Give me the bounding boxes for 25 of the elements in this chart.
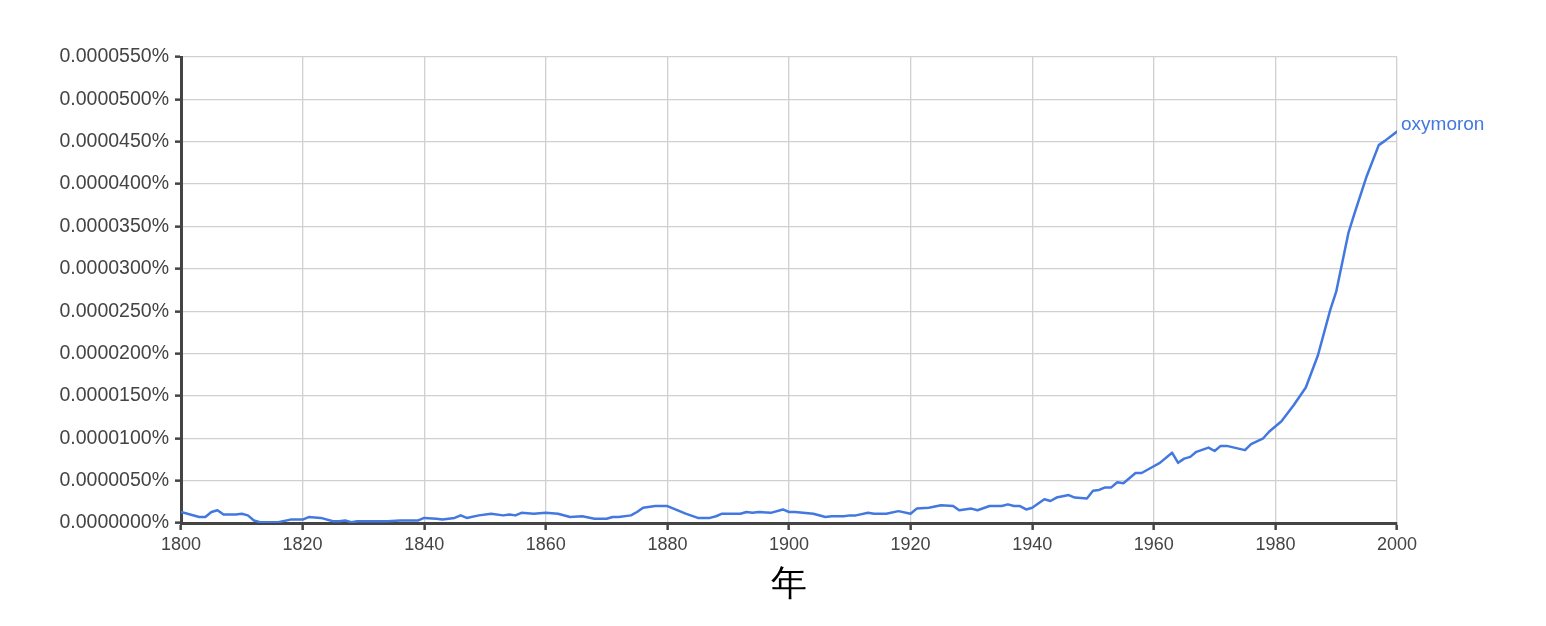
y-tick-label: 0.0000550% [59, 44, 169, 67]
x-tick-label: 1860 [525, 533, 566, 554]
x-tick-label: 1940 [1012, 533, 1053, 554]
x-tick-label: 1800 [160, 533, 202, 554]
y-tick-label: 0.0000000% [59, 510, 169, 533]
y-tick-label: 0.0000450% [59, 129, 169, 152]
x-tick-label: 1920 [890, 533, 931, 554]
y-tick-label: 0.0000150% [59, 383, 169, 406]
x-tick-label: 1840 [404, 533, 445, 554]
y-tick-label: 0.0000500% [59, 86, 169, 109]
x-tick-label: 1880 [647, 533, 688, 554]
y-tick-label: 0.0000100% [59, 425, 169, 448]
x-tick-label: 1900 [768, 533, 810, 554]
x-axis-title: 年 [771, 562, 807, 604]
y-tick-label: 0.0000350% [59, 213, 169, 236]
x-tick-label: 2000 [1376, 533, 1418, 554]
y-tick-label: 0.0000400% [59, 171, 169, 194]
x-tick-label: 1820 [282, 533, 323, 554]
x-tick-label: 1980 [1255, 533, 1296, 554]
y-tick-label: 0.0000200% [59, 340, 169, 363]
y-tick-label: 0.0000300% [59, 256, 169, 279]
y-tick-label: 0.0000250% [59, 298, 169, 321]
x-tick-label: 1960 [1133, 533, 1174, 554]
series-label: oxymoron [1401, 112, 1485, 134]
y-tick-label: 0.0000050% [59, 468, 169, 491]
